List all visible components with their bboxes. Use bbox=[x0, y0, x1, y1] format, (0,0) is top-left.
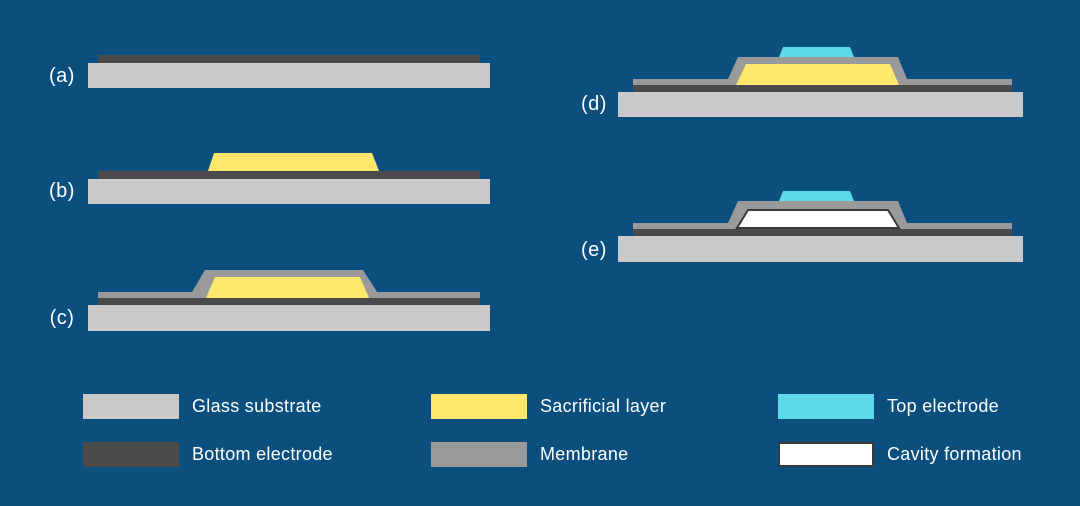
step-e-label: (e) bbox=[581, 239, 607, 261]
glass-substrate-layer bbox=[618, 92, 1023, 117]
step-a: (a) bbox=[40, 55, 490, 88]
top-electrode-layer bbox=[779, 47, 854, 57]
legend-item-cavity-formation: Cavity formation bbox=[778, 441, 1022, 467]
step-c-diagram bbox=[88, 270, 490, 331]
legend-label-glass-substrate: Glass substrate bbox=[192, 395, 322, 416]
glass-substrate-layer bbox=[88, 179, 490, 204]
step-d-diagram bbox=[618, 47, 1023, 117]
bottom-electrode-layer bbox=[98, 55, 480, 63]
step-a-label: (a) bbox=[49, 65, 75, 87]
step-d: (d) bbox=[570, 47, 1025, 117]
bottom-electrode-layer bbox=[633, 85, 1012, 92]
glass-substrate-layer bbox=[618, 236, 1023, 262]
legend-item-sacrificial-layer: Sacrificial layer bbox=[431, 393, 666, 419]
legend-item-bottom-electrode: Bottom electrode bbox=[83, 441, 333, 467]
step-b: (b) bbox=[40, 153, 490, 204]
step-e-diagram bbox=[618, 191, 1023, 262]
glass-substrate-layer bbox=[88, 305, 490, 331]
legend-swatch-top-electrode bbox=[778, 393, 874, 419]
legend-item-membrane: Membrane bbox=[431, 441, 628, 467]
sacrificial-layer bbox=[736, 64, 899, 85]
legend-swatch-membrane bbox=[431, 441, 527, 467]
legend-label-sacrificial-layer: Sacrificial layer bbox=[540, 395, 667, 416]
bottom-electrode-layer bbox=[98, 298, 480, 305]
legend-item-top-electrode: Top electrode bbox=[778, 393, 999, 419]
legend-label-cavity-formation: Cavity formation bbox=[887, 443, 1022, 464]
top-electrode-layer bbox=[779, 191, 854, 201]
legend-label-membrane: Membrane bbox=[540, 443, 629, 464]
step-a-diagram bbox=[88, 55, 490, 88]
sacrificial-layer bbox=[206, 277, 369, 298]
legend-swatch-bottom-electrode bbox=[83, 441, 179, 467]
legend-label-bottom-electrode: Bottom electrode bbox=[192, 443, 333, 464]
step-c-label: (c) bbox=[49, 307, 75, 329]
sacrificial-layer bbox=[208, 153, 379, 171]
step-e: (e) bbox=[570, 191, 1025, 262]
bottom-electrode-layer bbox=[98, 171, 480, 179]
step-b-diagram bbox=[88, 153, 490, 204]
legend-label-top-electrode: Top electrode bbox=[887, 395, 999, 416]
step-b-label: (b) bbox=[49, 180, 75, 202]
legend-swatch-sacrificial-layer bbox=[431, 393, 527, 419]
bottom-electrode-layer bbox=[633, 229, 1012, 236]
step-d-label: (d) bbox=[581, 93, 607, 115]
step-c: (c) bbox=[40, 270, 490, 331]
legend-item-glass-substrate: Glass substrate bbox=[83, 393, 322, 419]
legend-swatch-glass-substrate bbox=[83, 393, 179, 419]
cavity-layer bbox=[735, 209, 901, 229]
legend-swatch-cavity-formation bbox=[778, 441, 874, 467]
glass-substrate-layer bbox=[88, 63, 490, 88]
